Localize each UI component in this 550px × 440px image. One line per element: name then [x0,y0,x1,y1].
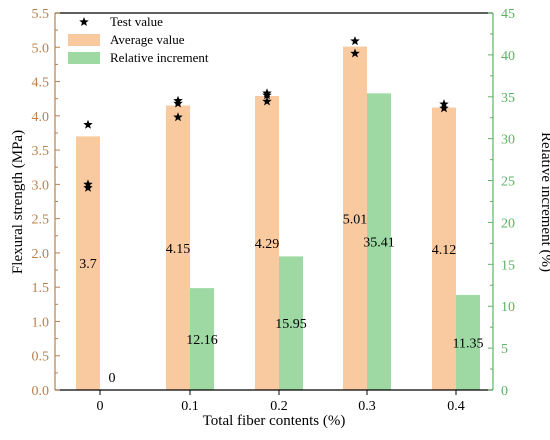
right-tick-label: 40 [501,49,515,64]
test-value-star [350,48,360,58]
average-value-bar [343,46,367,390]
right-tick-label: 30 [501,133,515,148]
left-tick-label: 2.5 [32,213,50,228]
test-value-star [439,103,449,113]
right-tick-label: 10 [501,300,515,315]
legend-label: Relative increment [110,50,209,65]
left-tick-label: 3.5 [32,144,50,159]
test-value-star [262,90,272,100]
test-value-star [173,98,183,108]
x-tick-label: 0 [97,399,104,414]
legend-swatch [68,34,100,46]
test-value-star [262,96,272,106]
left-tick-label: 4.0 [32,110,50,125]
average-value-label: 3.7 [79,257,97,272]
average-value-label: 4.15 [166,242,191,257]
left-tick-label: 3.0 [32,178,50,193]
relative-increment-label: 12.16 [186,333,218,348]
average-value-label: 5.01 [343,212,368,227]
relative-increment-label: 11.35 [453,336,484,351]
legend-swatch [68,52,100,64]
right-tick-label: 20 [501,216,515,231]
right-tick-label: 45 [501,7,515,22]
test-value-star [83,119,93,129]
average-value-bar [432,107,456,391]
right-tick-label: 25 [501,175,515,190]
left-tick-label: 1.5 [32,281,50,296]
right-tick-label: 0 [501,384,508,399]
legend-label: Average value [110,32,185,47]
x-tick-label: 0.1 [181,399,199,414]
left-tick-label: 2.0 [32,247,50,262]
left-tick-label: 1.0 [32,315,50,330]
right-tick-label: 35 [501,91,515,106]
relative-increment-label: 35.41 [363,236,395,251]
average-value-label: 4.29 [255,237,280,252]
left-axis-title: Flexural strength (MPa) [10,130,26,274]
relative-increment-label: 0 [109,371,116,386]
x-tick-label: 0.2 [270,399,288,414]
relative-increment-bar [367,93,391,390]
test-value-star [350,36,360,46]
legend-label: Test value [110,14,163,29]
left-tick-label: 4.5 [32,76,50,91]
average-value-label: 4.12 [432,243,457,258]
test-value-star [173,112,183,122]
left-tick-label: 5.5 [32,7,50,22]
relative-increment-label: 15.95 [275,317,307,332]
average-value-bar [166,105,190,390]
left-tick-label: 0.0 [32,384,50,399]
legend-star-icon [79,17,89,27]
average-value-bar [255,95,279,390]
left-tick-label: 5.0 [32,41,50,56]
left-tick-label: 0.5 [32,350,50,365]
relative-increment-bar [190,288,214,390]
relative-increment-bar [279,256,303,390]
x-axis-title: Total fiber contents (%) [203,413,346,429]
x-tick-label: 0.4 [447,399,465,414]
x-tick-label: 0.3 [358,399,376,414]
right-axis-title: Relative increment (%) [538,132,550,272]
right-tick-label: 15 [501,258,515,273]
test-value-star [83,182,93,192]
average-value-bar [76,136,100,390]
relative-increment-bar [456,294,480,390]
right-tick-label: 5 [501,342,508,357]
